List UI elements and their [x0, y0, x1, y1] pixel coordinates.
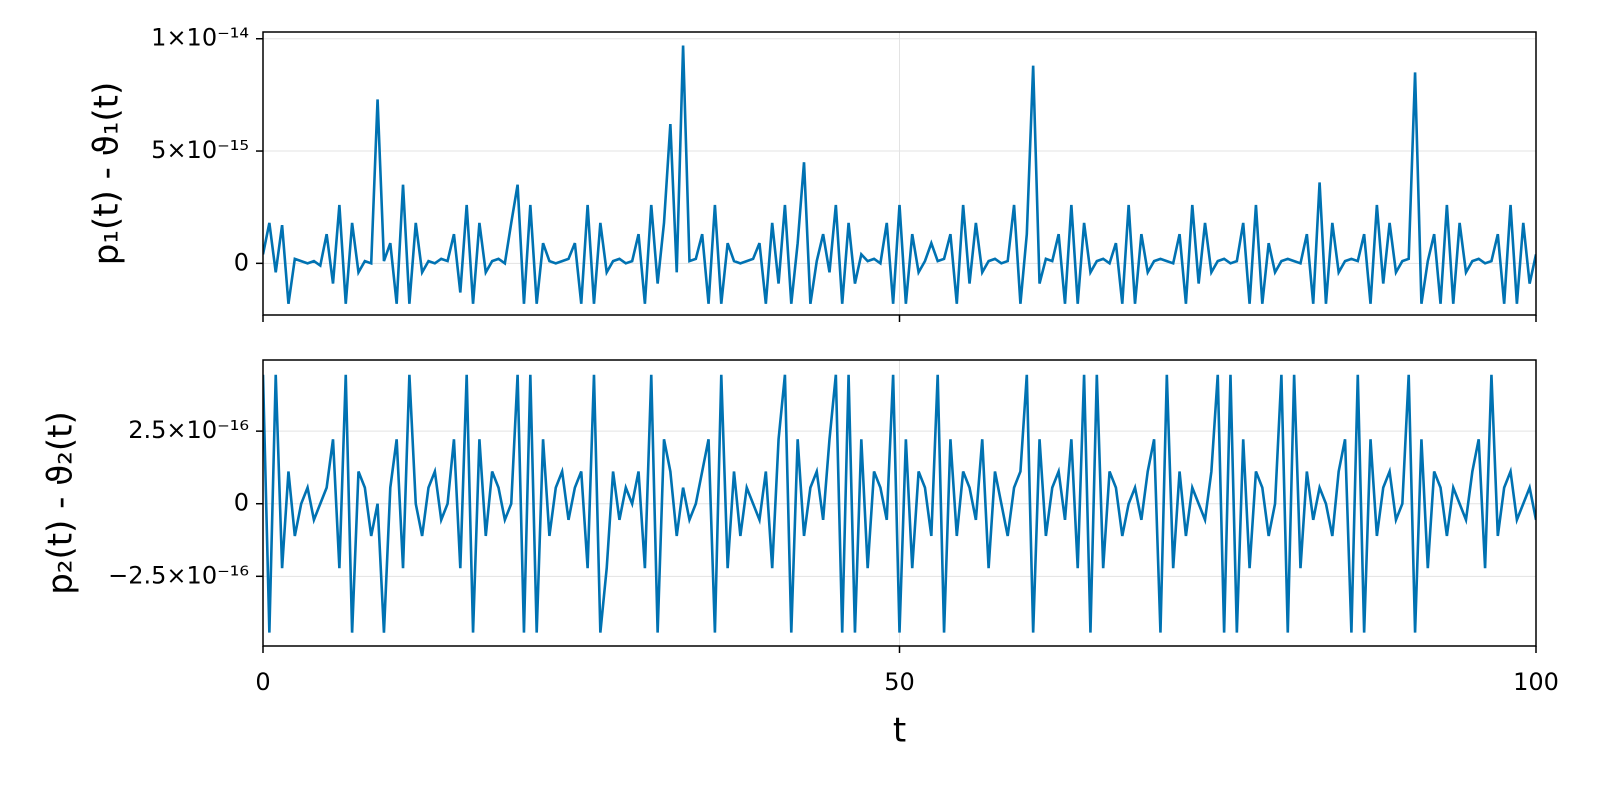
y-tick-label: 5×10⁻¹⁵ — [151, 136, 249, 164]
y-axis-label: p₁(t) - ϑ₁(t) — [87, 82, 127, 266]
y-tick-label: −2.5×10⁻¹⁶ — [108, 561, 249, 589]
data-line — [263, 45, 1536, 304]
x-tick-label: 100 — [1513, 668, 1559, 696]
y-tick-label: 1×10⁻¹⁴ — [151, 24, 249, 52]
data-line — [263, 374, 1536, 633]
x-axis-label: t — [893, 711, 906, 751]
x-tick-label: 0 — [255, 668, 270, 696]
y-axis-label: p₂(t) - ϑ₂(t) — [41, 411, 81, 595]
y-tick-label: 2.5×10⁻¹⁶ — [128, 416, 249, 444]
x-tick-label: 50 — [884, 668, 915, 696]
y-tick-label: 0 — [234, 489, 249, 517]
y-tick-label: 0 — [234, 248, 249, 276]
